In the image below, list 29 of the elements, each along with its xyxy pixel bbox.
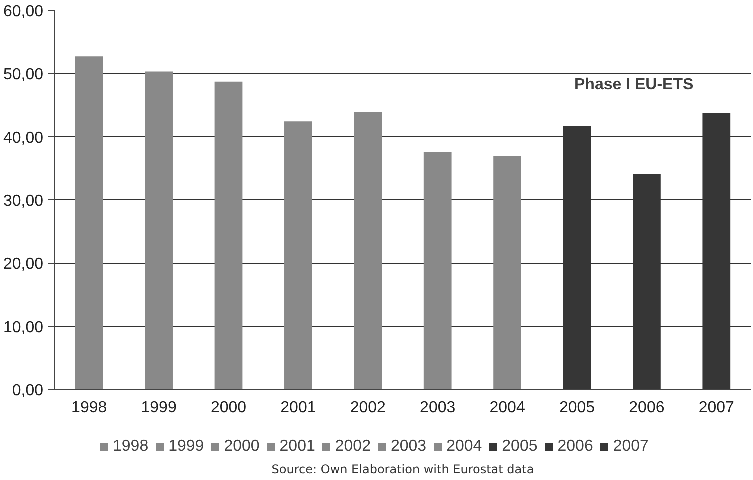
legend-label: 2001 [280, 438, 316, 456]
legend-label: 2007 [613, 438, 649, 456]
x-tick-label: 2003 [420, 399, 456, 416]
legend-label: 2003 [390, 438, 427, 456]
annotation: Phase I EU-ETS [574, 76, 694, 94]
y-tick-label: 60,00 [3, 4, 44, 20]
legend-label: 2006 [558, 438, 594, 456]
x-tick-label: 2001 [280, 399, 316, 416]
legend-label: 2002 [335, 438, 371, 456]
y-tick-label: 30,00 [3, 192, 44, 210]
x-tick-label: 2004 [490, 399, 526, 416]
x-tick-label: 2005 [559, 399, 596, 416]
y-tick-label: 10,00 [3, 319, 44, 336]
source-note: Source: Own Elaboration with Eurostat data [272, 462, 534, 476]
x-tick-label: 2000 [210, 399, 247, 416]
y-tick-label: 40,00 [3, 130, 44, 147]
x-tick-label: 2007 [698, 399, 735, 416]
y-tick-label: 50,00 [3, 66, 44, 84]
legend-label: 1998 [113, 438, 149, 456]
x-tick-label: 1999 [141, 399, 177, 416]
x-tick-label: 1998 [72, 399, 108, 416]
legend-label: 2005 [502, 438, 538, 456]
y-tick-label: 0,00 [12, 382, 44, 400]
legend-label: 1999 [168, 438, 204, 456]
x-tick-label: 2006 [629, 399, 665, 416]
legend-label: 2004 [446, 438, 482, 456]
legend-label: 2000 [224, 438, 260, 456]
y-tick-label: 20,00 [3, 256, 44, 274]
x-tick-label: 2002 [350, 399, 386, 416]
